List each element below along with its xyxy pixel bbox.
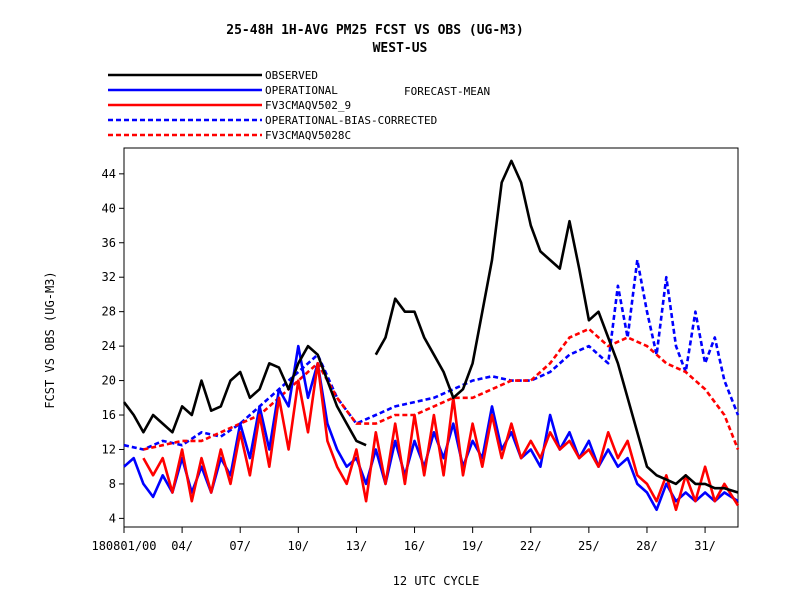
y-tick-label: 32 [102, 270, 116, 284]
legend-label: FV3CMAQV5028C [265, 129, 351, 142]
legend-label: FV3CMAQV502_9 [265, 99, 351, 112]
x-tick-label: 07/ [229, 539, 251, 553]
y-tick-label: 4 [109, 511, 116, 525]
y-tick-label: 44 [102, 167, 116, 181]
y-tick-label: 28 [102, 305, 116, 319]
x-tick-label: 22/ [520, 539, 542, 553]
series-layer [122, 159, 740, 512]
y-axis-label: FCST VS OBS (UG-M3) [43, 271, 57, 408]
forecast-mean-label: FORECAST-MEAN [404, 85, 490, 98]
chart-subtitle: WEST-US [373, 41, 428, 56]
x-tick-label: 13/ [346, 539, 368, 553]
legend-label: OPERATIONAL-BIAS-CORRECTED [265, 114, 437, 127]
x-tick-label: 04/ [171, 539, 193, 553]
y-tick-label: 36 [102, 236, 116, 250]
y-tick-label: 16 [102, 408, 116, 422]
series-line-fv3cmaqv502_9 [142, 362, 740, 512]
legend-label: OBSERVED [265, 69, 318, 82]
y-axis: 4 8 12 16 20 24 28 32 36 40 44 [102, 167, 124, 525]
x-tick-label: 180801/00 [91, 539, 156, 553]
series-line-observed [374, 159, 739, 494]
chart-title: 25-48H 1H-AVG PM25 FCST VS OBS (UG-M3) [226, 23, 523, 38]
x-tick-label: 31/ [694, 539, 716, 553]
x-axis: 180801/00 04/07/10/13/16/19/22/25/28/31/ [91, 527, 716, 553]
y-tick-label: 20 [102, 374, 116, 388]
y-tick-label: 24 [102, 339, 116, 353]
y-tick-label: 12 [102, 442, 116, 456]
y-tick-label: 8 [109, 477, 116, 491]
legend: OBSERVED OPERATIONAL FV3CMAQV502_9 OPERATIO… [108, 69, 437, 142]
legend-label: OPERATIONAL [265, 84, 338, 97]
x-tick-label: 25/ [578, 539, 600, 553]
x-tick-label: 16/ [404, 539, 426, 553]
series-line-observed [122, 344, 367, 447]
x-tick-label: 10/ [287, 539, 309, 553]
series-line-operational-bias-corrected [123, 258, 740, 451]
series-line-fv3cmaqv5028c [143, 327, 740, 451]
x-axis-label: 12 UTC CYCLE [393, 574, 480, 588]
x-tick-label: 19/ [462, 539, 484, 553]
plot-frame [123, 147, 739, 528]
y-tick-label: 40 [102, 201, 116, 215]
x-tick-label: 28/ [636, 539, 658, 553]
